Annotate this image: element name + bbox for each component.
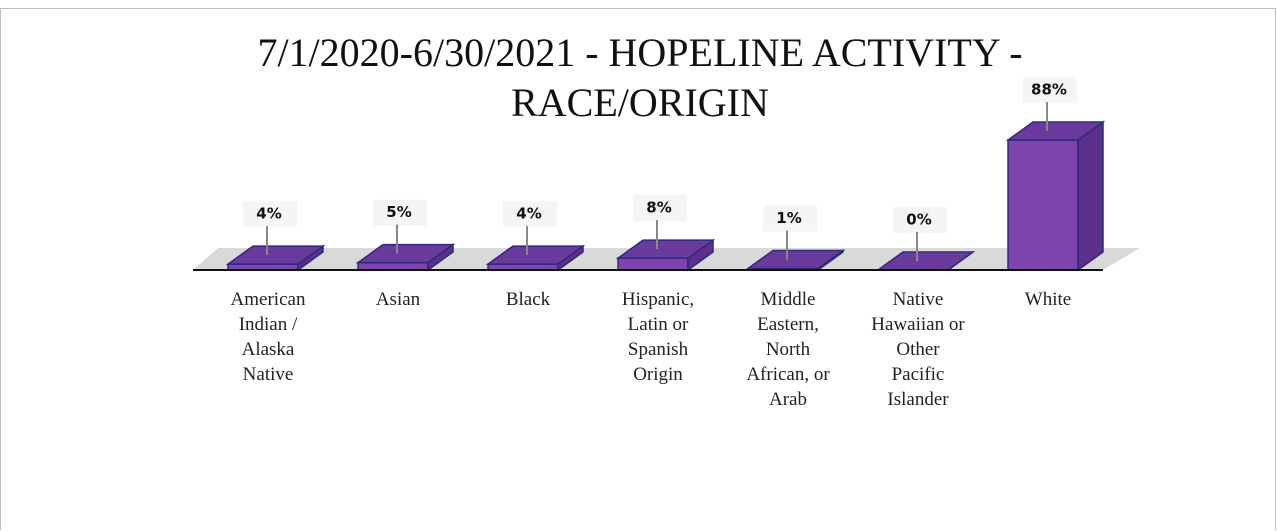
bar — [615, 238, 716, 272]
value-label-box — [1023, 77, 1077, 103]
bar-front — [357, 261, 429, 271]
value-label: 5% — [386, 203, 411, 221]
value-label: 0% — [906, 211, 931, 229]
bar — [745, 249, 846, 272]
x-tick-label: Asian — [375, 289, 421, 310]
x-tick-label: Black — [505, 289, 551, 310]
bar — [1005, 120, 1106, 272]
bar-top — [485, 245, 586, 265]
value-label-box — [503, 201, 557, 228]
bar-top — [615, 239, 716, 259]
bar — [225, 244, 326, 272]
value-label-box — [633, 195, 687, 222]
value-label-box — [763, 205, 817, 232]
value-label: 88% — [1031, 81, 1067, 99]
x-tick-label: Native Hawaiian or Other Pacific Islande… — [871, 289, 965, 410]
bar-front — [617, 257, 689, 271]
bar-top — [1005, 121, 1106, 141]
chart-title: 7/1/2020-6/30/2021 - HOPELINE ACTIVITY -… — [257, 30, 1023, 125]
bar-top — [225, 245, 326, 265]
bar — [485, 244, 586, 272]
bar-top — [745, 249, 846, 270]
chart-frame — [0, 8, 1276, 530]
x-tick-label: Middle Eastern, North African, or Arab — [746, 289, 830, 410]
value-label-box — [243, 201, 297, 228]
value-label-box — [893, 207, 947, 233]
value-label-box — [373, 199, 427, 226]
value-label: 1% — [776, 209, 801, 227]
value-label: 4% — [516, 205, 541, 223]
bar-side — [1077, 120, 1104, 272]
x-tick-label: Hispanic, Latin or Spanish Origin — [621, 289, 695, 385]
bar-top — [355, 243, 456, 264]
x-tick-label: American Indian / Alaska Native — [230, 289, 306, 385]
value-label: 4% — [256, 205, 281, 223]
x-tick-label: White — [1024, 289, 1072, 310]
bar-front — [1007, 139, 1079, 271]
value-label: 8% — [646, 199, 671, 217]
